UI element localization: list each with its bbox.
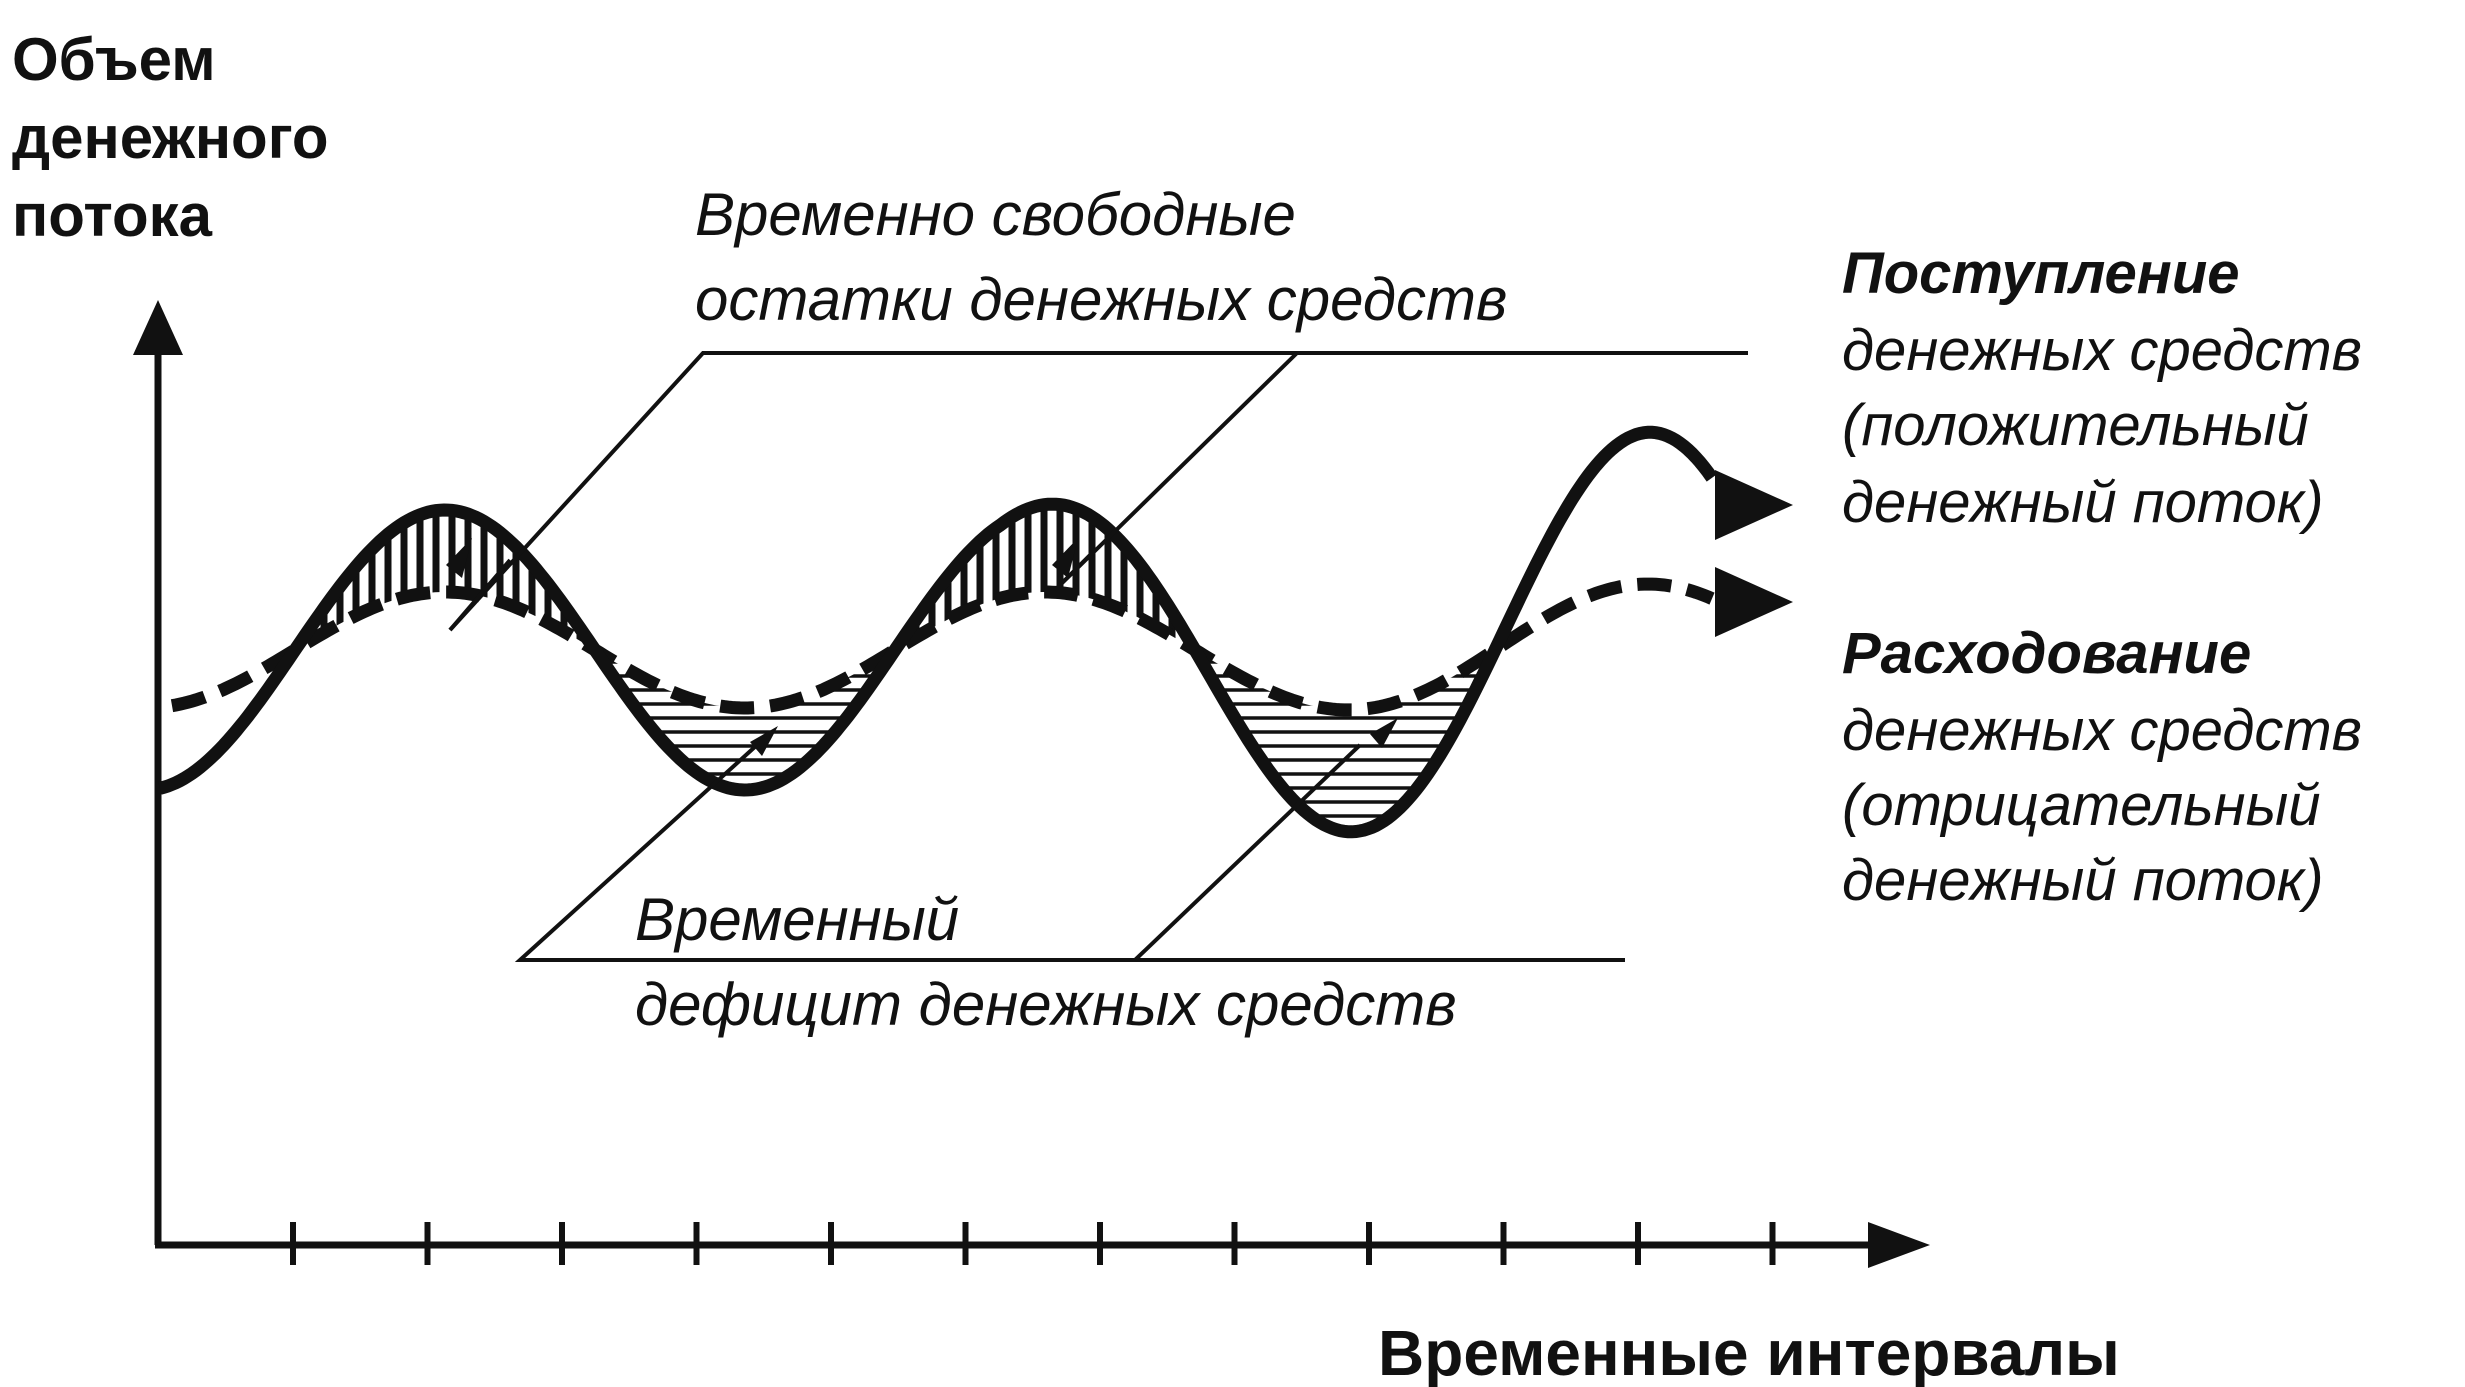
- x-axis-label: Временные интервалы: [1378, 1317, 2120, 1387]
- surplus-area: [295, 510, 595, 650]
- legend-inflow-title: Поступление: [1842, 241, 2240, 306]
- legend-inflow: Поступление денежных средств (положитель…: [1842, 241, 2378, 535]
- outflow-arrowhead: [1715, 567, 1793, 637]
- y-axis-label: Объем денежного потока: [12, 26, 345, 249]
- legend-outflow-text: денежных средств (отрицательный денежный…: [1842, 698, 2378, 913]
- surplus-leader-lines: [448, 351, 1748, 632]
- x-axis-ticks: [290, 1222, 1776, 1265]
- deficit-area: [595, 650, 895, 790]
- y-axis-arrowhead: [133, 300, 183, 355]
- legend-outflow: Расходование денежных средств (отрицател…: [1842, 621, 2378, 913]
- outflow-curve: [170, 577, 1715, 717]
- x-axis-arrowhead: [1868, 1222, 1930, 1268]
- inflow-arrowhead: [1715, 470, 1793, 540]
- surplus-label: Временно свободные остатки денежных сред…: [695, 181, 1507, 333]
- surplus-pointer-arrows: [446, 538, 1078, 578]
- deficit-leader-lines: [514, 743, 1625, 962]
- surplus-area: [895, 504, 1195, 650]
- inflow-curve: [158, 425, 1718, 839]
- deficit-label: Временный дефицит денежных средств: [635, 886, 1457, 1038]
- legend-inflow-text: денежных средств (положительный денежный…: [1842, 318, 2378, 535]
- deficit-pointer-arrows: [750, 718, 1398, 756]
- legend-outflow-title: Расходование: [1842, 621, 2251, 686]
